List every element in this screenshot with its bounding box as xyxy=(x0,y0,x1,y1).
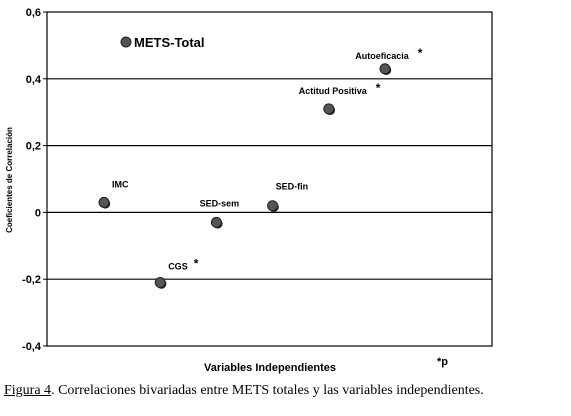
data-point-group: Actitud Positiva * xyxy=(299,81,381,116)
data-point-label: IMC xyxy=(112,179,129,189)
data-point-label: SED-fin xyxy=(276,182,309,192)
data-point xyxy=(323,103,335,115)
x-axis-label: Variables Independientes xyxy=(204,362,336,374)
y-tick-label: 0 xyxy=(35,207,41,219)
data-point-group: SED-sem xyxy=(200,198,240,229)
plot-border xyxy=(46,11,493,347)
data-point-group: Autoeficacia * xyxy=(355,46,423,75)
footnote: *p xyxy=(437,356,448,368)
data-point-label: Actitud Positiva xyxy=(299,86,368,96)
data-point xyxy=(379,63,391,75)
caption-text: . Correlaciones bivariadas entre METS to… xyxy=(51,383,484,398)
correlation-chart: 0,6 0,4 0,2 0 -0,2 -0,4 Coeficientes de Corre… xyxy=(5,7,493,374)
y-axis-label: Coeficientes de Correlación xyxy=(5,127,14,233)
legend-marker xyxy=(120,36,132,48)
figure-caption: Figura 4. Correlaciones bivariadas entre… xyxy=(4,383,569,399)
legend-label: METS-Total xyxy=(134,35,205,50)
data-point-group: IMC xyxy=(98,179,129,209)
data-point-label: SED-sem xyxy=(200,198,240,208)
significance-marker: * xyxy=(194,257,199,271)
data-point-label: CGS xyxy=(168,262,188,272)
data-point xyxy=(210,216,222,228)
data-point-label: Autoeficacia xyxy=(355,51,410,61)
data-point xyxy=(154,277,166,289)
y-axis-ticks: 0,6 0,4 0,2 0 -0,2 -0,4 xyxy=(22,7,47,353)
gridlines xyxy=(47,78,492,280)
y-tick-label: 0,2 xyxy=(26,141,41,153)
data-point-group: SED-fin xyxy=(267,182,309,212)
data-point-group: CGS * xyxy=(154,257,199,289)
y-tick-label: -0,4 xyxy=(22,341,42,353)
y-tick-label: -0,2 xyxy=(22,274,41,286)
data-point xyxy=(267,200,279,212)
significance-marker: * xyxy=(376,81,381,95)
plot-frame xyxy=(46,11,493,347)
y-tick-label: 0,4 xyxy=(26,74,42,86)
figure-number: Figura 4 xyxy=(4,383,52,398)
significance-marker: * xyxy=(418,46,423,60)
data-point xyxy=(98,196,110,208)
y-tick-label: 0,6 xyxy=(26,7,41,19)
legend: METS-Total xyxy=(120,35,205,50)
